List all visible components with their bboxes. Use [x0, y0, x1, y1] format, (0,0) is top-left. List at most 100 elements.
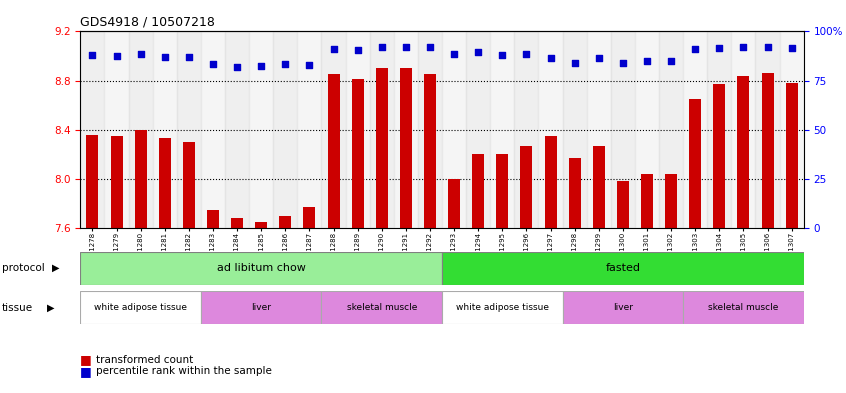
Bar	[761, 73, 773, 228]
Bar	[514, 31, 538, 228]
Text: liver: liver	[613, 303, 633, 312]
Point	[303, 62, 316, 68]
Text: ▶: ▶	[52, 263, 60, 273]
Text: skeletal muscle: skeletal muscle	[347, 303, 417, 312]
Bar	[713, 84, 725, 228]
Bar	[538, 31, 563, 228]
Point	[158, 54, 172, 60]
Point	[761, 44, 774, 50]
Bar	[689, 99, 701, 228]
Bar	[183, 142, 195, 228]
Point	[255, 62, 268, 69]
Bar	[321, 291, 442, 324]
Bar	[641, 174, 653, 228]
Bar	[424, 74, 436, 228]
Bar	[665, 174, 677, 228]
Bar	[545, 136, 557, 228]
Text: ▶: ▶	[47, 303, 55, 312]
Bar	[684, 291, 804, 324]
Bar	[593, 146, 605, 228]
Point	[278, 61, 292, 67]
Bar	[490, 31, 514, 228]
Bar	[279, 216, 291, 228]
Point	[399, 44, 413, 50]
Bar	[617, 181, 629, 228]
Point	[785, 45, 799, 51]
Bar	[297, 31, 321, 228]
Text: GDS4918 / 10507218: GDS4918 / 10507218	[80, 16, 215, 29]
Bar	[418, 31, 442, 228]
Bar	[152, 31, 177, 228]
Bar	[177, 31, 201, 228]
Point	[85, 52, 99, 58]
Bar	[786, 83, 798, 228]
Bar	[569, 158, 580, 228]
Text: liver: liver	[251, 303, 272, 312]
Bar	[563, 291, 683, 324]
Bar	[520, 146, 532, 228]
Bar	[448, 179, 460, 228]
Bar	[370, 31, 393, 228]
Point	[616, 60, 629, 66]
Bar	[563, 31, 586, 228]
Point	[689, 46, 702, 52]
Point	[737, 44, 750, 50]
Bar	[707, 31, 731, 228]
Text: fasted: fasted	[606, 263, 640, 273]
Text: ad libitum chow: ad libitum chow	[217, 263, 305, 273]
Text: percentile rank within the sample: percentile rank within the sample	[96, 366, 272, 376]
Bar	[111, 136, 123, 228]
Point	[640, 58, 654, 64]
Bar	[201, 291, 321, 324]
Point	[568, 60, 581, 66]
Point	[471, 49, 485, 55]
Bar	[466, 31, 490, 228]
Bar	[104, 31, 129, 228]
Point	[375, 44, 388, 50]
Bar	[442, 31, 466, 228]
Bar	[731, 31, 755, 228]
Text: ■: ■	[80, 353, 92, 366]
Bar	[352, 79, 364, 228]
Point	[712, 45, 726, 51]
Bar	[135, 130, 146, 228]
Point	[327, 46, 340, 52]
Point	[182, 54, 195, 60]
Bar	[497, 154, 508, 228]
Point	[351, 47, 365, 53]
Bar	[231, 218, 243, 228]
Text: white adipose tissue: white adipose tissue	[456, 303, 549, 312]
Text: skeletal muscle: skeletal muscle	[708, 303, 778, 312]
Bar	[376, 68, 387, 228]
Bar	[634, 31, 659, 228]
Bar	[80, 31, 105, 228]
Bar	[779, 31, 804, 228]
Point	[448, 51, 461, 57]
Bar	[442, 252, 804, 285]
Bar	[472, 154, 484, 228]
Point	[496, 52, 509, 58]
Bar	[225, 31, 249, 228]
Bar	[304, 207, 316, 228]
Point	[664, 58, 678, 64]
Bar	[159, 138, 171, 228]
Bar	[207, 209, 219, 228]
Bar	[249, 31, 273, 228]
Bar	[321, 31, 345, 228]
Bar	[400, 68, 412, 228]
Bar	[586, 31, 611, 228]
Bar	[738, 75, 750, 228]
Text: tissue: tissue	[2, 303, 33, 312]
Point	[206, 61, 220, 67]
Bar	[86, 134, 98, 228]
Bar	[327, 74, 339, 228]
Text: transformed count: transformed count	[96, 354, 193, 365]
Point	[544, 55, 558, 61]
Bar	[201, 31, 225, 228]
Point	[134, 51, 147, 57]
Bar	[273, 31, 297, 228]
Point	[592, 55, 606, 61]
Bar	[611, 31, 634, 228]
Bar	[393, 31, 418, 228]
Point	[423, 44, 437, 50]
